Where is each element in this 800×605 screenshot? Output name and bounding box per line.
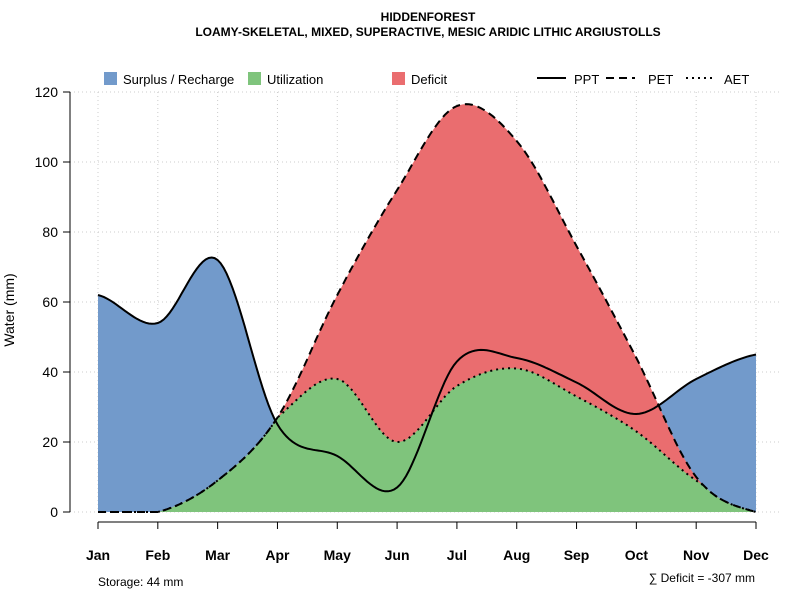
legend-label-aet: AET bbox=[724, 72, 749, 87]
storage-annotation: Storage: 44 mm bbox=[98, 575, 183, 589]
x-tick-label-feb: Feb bbox=[145, 547, 170, 563]
y-tick-label: 120 bbox=[35, 84, 59, 100]
y-tick-label: 80 bbox=[42, 224, 58, 240]
legend-swatch-surplus bbox=[104, 72, 117, 85]
y-tick-label: 60 bbox=[42, 294, 58, 310]
legend-label-surplus: Surplus / Recharge bbox=[123, 72, 234, 87]
areas bbox=[98, 104, 756, 512]
legend-label-pet: PET bbox=[648, 72, 673, 87]
ppt-line bbox=[97, 256, 757, 493]
x-tick-label-may: May bbox=[324, 547, 351, 563]
x-tick-label-dec: Dec bbox=[743, 547, 769, 563]
x-tick-label-jan: Jan bbox=[86, 547, 110, 563]
legend-swatch-utilization bbox=[248, 72, 261, 85]
x-tick-label-apr: Apr bbox=[265, 547, 290, 563]
y-tick-label: 0 bbox=[50, 504, 58, 520]
x-tick-label-nov: Nov bbox=[683, 547, 710, 563]
x-tick-label-jun: Jun bbox=[385, 547, 410, 563]
chart-subtitle: LOAMY-SKELETAL, MIXED, SUPERACTIVE, MESI… bbox=[195, 25, 660, 39]
utilization-area bbox=[98, 368, 756, 512]
lines bbox=[97, 103, 757, 513]
y-axis-label: Water (mm) bbox=[1, 273, 17, 346]
x-tick-label-sep: Sep bbox=[564, 547, 590, 563]
y-tick-label: 20 bbox=[42, 434, 58, 450]
x-tick-label-jul: Jul bbox=[447, 547, 467, 563]
legend-label-deficit: Deficit bbox=[411, 72, 448, 87]
x-tick-label-oct: Oct bbox=[625, 547, 649, 563]
x-tick-label-aug: Aug bbox=[503, 547, 530, 563]
x-tick-label-mar: Mar bbox=[205, 547, 230, 563]
legend: Surplus / Recharge Utilization Deficit P… bbox=[104, 72, 749, 87]
aet-line bbox=[98, 367, 757, 513]
chart-title: HIDDENFOREST bbox=[381, 10, 476, 24]
deficit-annotation: ∑ Deficit = -307 mm bbox=[649, 571, 755, 585]
y-tick-label: 40 bbox=[42, 364, 58, 380]
y-tick-label: 100 bbox=[35, 154, 59, 170]
legend-label-ppt: PPT bbox=[574, 72, 599, 87]
legend-label-utilization: Utilization bbox=[267, 72, 323, 87]
axes: 0 20 40 60 80 100 120 Jan Feb Mar Apr May Jun Jul Aug S… bbox=[35, 84, 769, 563]
legend-swatch-deficit bbox=[392, 72, 405, 85]
